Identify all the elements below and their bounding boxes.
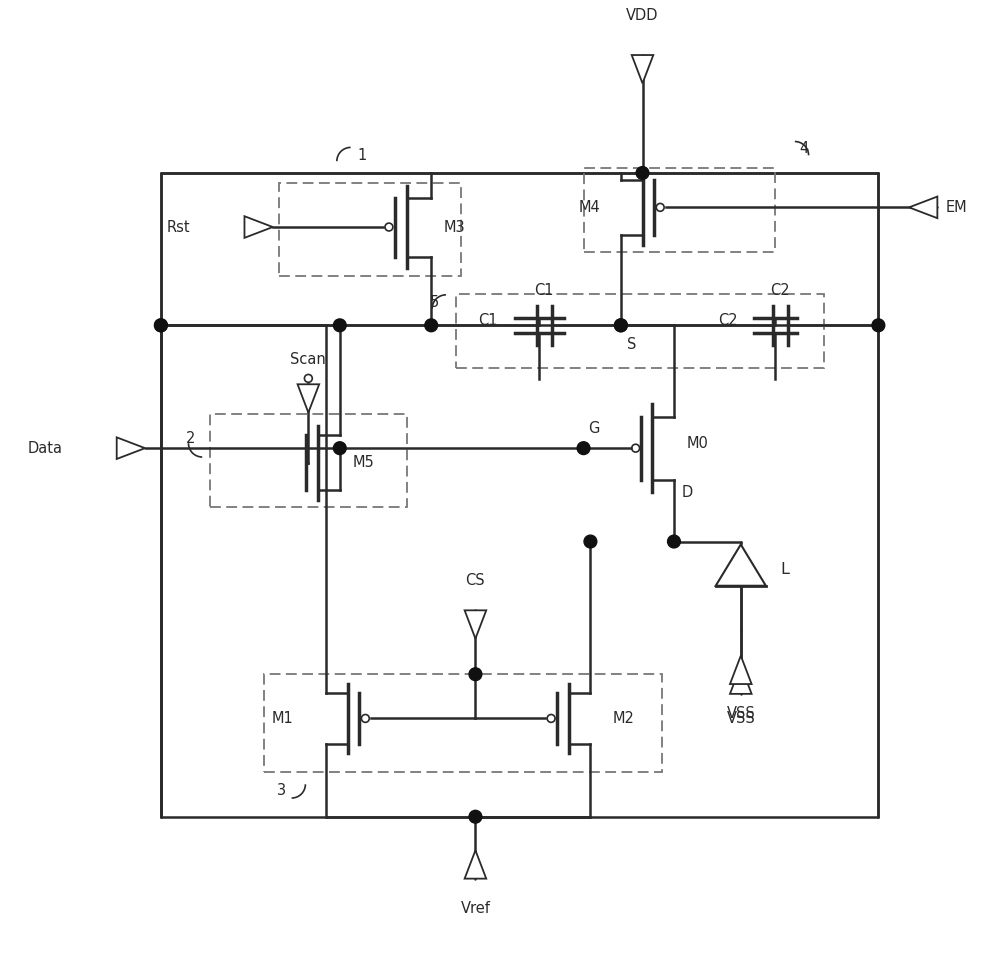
Text: C1: C1: [534, 283, 554, 298]
Text: 5: 5: [430, 295, 439, 310]
Text: EM: EM: [945, 200, 967, 215]
Text: VSS: VSS: [726, 706, 755, 721]
Text: L: L: [780, 561, 789, 577]
Polygon shape: [465, 850, 486, 878]
Text: Scan: Scan: [290, 352, 326, 367]
Polygon shape: [632, 55, 653, 83]
Circle shape: [614, 319, 627, 332]
Text: D: D: [682, 484, 693, 500]
Circle shape: [584, 535, 597, 548]
Text: 4: 4: [800, 141, 809, 156]
Circle shape: [614, 319, 627, 332]
Circle shape: [668, 535, 680, 548]
Text: M3: M3: [444, 220, 466, 234]
Polygon shape: [298, 385, 319, 413]
Text: M5: M5: [353, 456, 374, 470]
Polygon shape: [730, 656, 752, 684]
Text: M1: M1: [272, 711, 294, 726]
Text: 1: 1: [357, 147, 367, 163]
Text: CS: CS: [466, 573, 485, 589]
Circle shape: [636, 167, 649, 180]
Circle shape: [577, 442, 590, 455]
Polygon shape: [117, 437, 145, 459]
Text: M4: M4: [579, 200, 600, 215]
Bar: [584, 168, 775, 252]
Polygon shape: [716, 545, 766, 586]
Circle shape: [155, 319, 167, 332]
Text: C1: C1: [479, 313, 498, 328]
Text: M0: M0: [687, 435, 709, 451]
Circle shape: [155, 319, 167, 332]
Circle shape: [872, 319, 885, 332]
Bar: [210, 414, 407, 508]
Polygon shape: [730, 666, 752, 694]
Text: Vref: Vref: [460, 901, 490, 915]
Text: C2: C2: [770, 283, 790, 298]
Text: G: G: [588, 422, 600, 436]
Bar: [279, 183, 461, 276]
Text: Rst: Rst: [167, 220, 190, 234]
Text: VDD: VDD: [626, 8, 659, 23]
Text: Data: Data: [28, 440, 63, 456]
Text: 3: 3: [277, 783, 286, 797]
Bar: [264, 674, 662, 772]
Text: S: S: [627, 337, 636, 352]
Circle shape: [469, 668, 482, 680]
Bar: [456, 294, 824, 368]
Text: VSS: VSS: [726, 711, 755, 726]
Polygon shape: [465, 610, 486, 638]
Circle shape: [425, 319, 438, 332]
Polygon shape: [909, 196, 937, 219]
Text: 2: 2: [186, 430, 195, 446]
Circle shape: [333, 319, 346, 332]
Text: M2: M2: [613, 711, 635, 726]
Circle shape: [333, 442, 346, 455]
Polygon shape: [244, 217, 273, 238]
Text: C2: C2: [718, 313, 738, 328]
Circle shape: [469, 810, 482, 823]
